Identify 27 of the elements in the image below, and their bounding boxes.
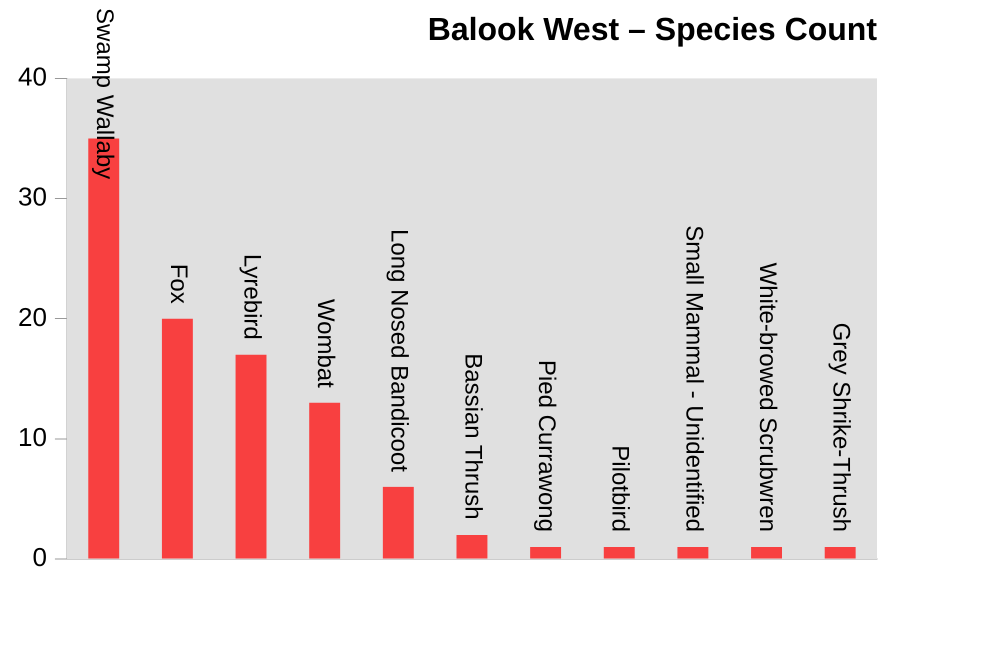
x-tick-label: Pilotbird (606, 445, 634, 532)
y-tick-label: 40 (18, 62, 47, 92)
bar (456, 534, 488, 558)
y-tick-label: 10 (18, 422, 47, 452)
x-tick-label: Grey Shrike-Thrush (828, 322, 855, 532)
bar (824, 546, 856, 558)
y-tick-label: 0 (32, 542, 47, 572)
bar (530, 546, 562, 558)
x-tick-label: Long Nosed Bandicoot (386, 229, 413, 472)
bar (309, 402, 340, 558)
bar (162, 318, 193, 558)
bar (677, 546, 708, 558)
x-tick-label: Lyrebird (238, 254, 266, 340)
x-tick-label: Wombat (312, 298, 340, 388)
x-tick-label: Bassian Thrush (459, 353, 486, 520)
x-tick-label: Swamp Wallaby (91, 8, 118, 180)
bar (751, 546, 782, 558)
bar (382, 486, 414, 558)
bar (236, 354, 266, 558)
x-tick-label: Pied Currawong (532, 360, 560, 532)
x-tick-label: Small Mammal - Unidentified (680, 225, 708, 532)
bar (604, 546, 635, 558)
y-tick-label: 30 (18, 182, 47, 212)
chart-title: Balook West – Species Count (428, 11, 878, 48)
y-tick-label: 20 (18, 302, 47, 332)
x-tick-label: White-browed Scrubwren (754, 262, 781, 532)
x-tick-label: Fox (164, 264, 192, 304)
